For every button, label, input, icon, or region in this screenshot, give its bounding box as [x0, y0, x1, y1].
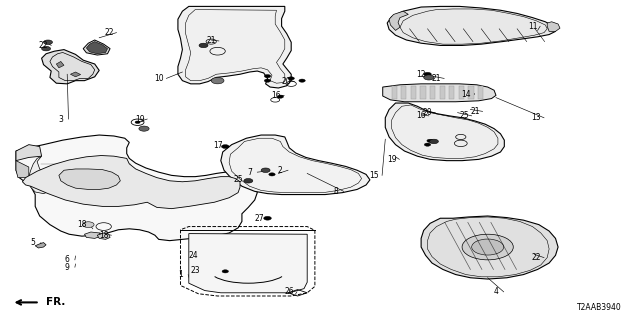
- Polygon shape: [387, 6, 556, 45]
- Text: 3: 3: [58, 115, 63, 124]
- Text: 17: 17: [212, 141, 223, 150]
- Text: 2: 2: [278, 166, 283, 175]
- Circle shape: [135, 121, 140, 124]
- Text: 20: 20: [422, 108, 433, 117]
- Circle shape: [288, 77, 294, 80]
- Circle shape: [42, 46, 51, 51]
- Text: 22: 22: [532, 253, 541, 262]
- Text: 8: 8: [333, 187, 339, 196]
- Text: 19: 19: [134, 115, 145, 124]
- Circle shape: [264, 79, 271, 82]
- Polygon shape: [383, 84, 496, 102]
- Text: 21: 21: [432, 74, 441, 83]
- Circle shape: [264, 216, 271, 220]
- Circle shape: [299, 79, 305, 82]
- Polygon shape: [178, 6, 291, 88]
- Text: 22: 22: [39, 41, 48, 50]
- Polygon shape: [56, 61, 64, 68]
- Text: 15: 15: [369, 171, 380, 180]
- Polygon shape: [420, 86, 426, 99]
- Text: 4: 4: [493, 287, 499, 296]
- Polygon shape: [430, 86, 435, 99]
- Text: 7: 7: [247, 168, 252, 177]
- Circle shape: [427, 139, 433, 142]
- Text: 25: 25: [459, 111, 469, 120]
- Text: 24: 24: [188, 251, 198, 260]
- Polygon shape: [86, 42, 108, 54]
- Polygon shape: [16, 161, 29, 178]
- Polygon shape: [468, 86, 474, 99]
- Circle shape: [244, 179, 253, 183]
- Polygon shape: [83, 40, 110, 55]
- Text: 10: 10: [154, 74, 164, 83]
- Text: 14: 14: [461, 90, 471, 99]
- Text: T2AAB3940: T2AAB3940: [577, 303, 622, 312]
- Circle shape: [221, 145, 229, 148]
- Text: FR.: FR.: [46, 297, 65, 308]
- Circle shape: [261, 168, 270, 172]
- Polygon shape: [16, 145, 42, 161]
- Polygon shape: [84, 232, 101, 238]
- Text: 19: 19: [387, 155, 397, 164]
- Text: 11: 11: [528, 22, 537, 31]
- Polygon shape: [97, 233, 110, 239]
- Polygon shape: [440, 86, 445, 99]
- Circle shape: [269, 173, 275, 176]
- Polygon shape: [547, 22, 560, 31]
- Polygon shape: [459, 86, 464, 99]
- Text: 16: 16: [271, 91, 282, 100]
- Circle shape: [264, 75, 271, 78]
- Text: 23: 23: [190, 266, 200, 275]
- Text: 18: 18: [99, 231, 108, 240]
- Circle shape: [424, 72, 431, 76]
- Circle shape: [211, 77, 224, 84]
- Text: 21: 21: [207, 36, 216, 45]
- Text: 16: 16: [416, 111, 426, 120]
- Polygon shape: [221, 135, 370, 195]
- Text: 5: 5: [31, 238, 36, 247]
- Text: 6: 6: [65, 255, 70, 264]
- Polygon shape: [411, 86, 416, 99]
- Text: 18: 18: [77, 220, 86, 229]
- Circle shape: [277, 95, 284, 98]
- Polygon shape: [478, 86, 483, 99]
- Text: 21: 21: [470, 107, 479, 116]
- Text: 13: 13: [531, 113, 541, 122]
- Circle shape: [429, 139, 438, 144]
- Text: 20: 20: [282, 77, 292, 86]
- Text: 1: 1: [178, 270, 183, 279]
- Polygon shape: [389, 11, 408, 30]
- Circle shape: [139, 126, 149, 131]
- Circle shape: [44, 40, 52, 44]
- Text: 22: 22: [104, 28, 113, 37]
- Circle shape: [424, 143, 431, 146]
- Text: 12: 12: [417, 70, 426, 79]
- Polygon shape: [189, 234, 307, 293]
- Polygon shape: [449, 86, 454, 99]
- Polygon shape: [35, 243, 46, 248]
- Polygon shape: [392, 86, 397, 99]
- Circle shape: [424, 75, 434, 80]
- Circle shape: [199, 43, 208, 48]
- Circle shape: [83, 222, 94, 228]
- Text: 9: 9: [65, 263, 70, 272]
- Polygon shape: [22, 156, 240, 209]
- Text: 27: 27: [254, 214, 264, 223]
- Polygon shape: [16, 135, 257, 241]
- Text: 25: 25: [233, 175, 243, 184]
- Polygon shape: [59, 169, 120, 189]
- Polygon shape: [421, 216, 558, 279]
- Polygon shape: [385, 103, 504, 161]
- Circle shape: [462, 234, 513, 260]
- Circle shape: [222, 270, 228, 273]
- Polygon shape: [42, 50, 99, 84]
- Polygon shape: [29, 156, 140, 194]
- Polygon shape: [401, 86, 406, 99]
- Text: 26: 26: [284, 287, 294, 296]
- Circle shape: [472, 239, 504, 255]
- Polygon shape: [70, 72, 81, 77]
